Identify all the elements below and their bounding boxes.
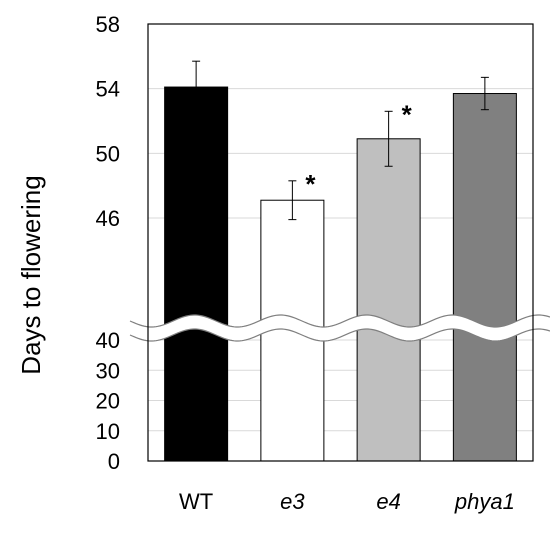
- y-tick-label: 40: [96, 328, 120, 353]
- y-tick-label: 0: [108, 449, 120, 474]
- plot-border: [147, 23, 534, 462]
- x-tick-label-WT: WT: [179, 489, 213, 514]
- significance-star-e3: *: [305, 169, 316, 199]
- y-tick-labels: 58 54 50 46 40 30 20 10 0: [96, 12, 120, 474]
- x-tick-label-phya1: phya1: [454, 489, 515, 514]
- y-tick-label: 50: [96, 141, 120, 166]
- y-tick-label: 10: [96, 419, 120, 444]
- plot-frame: [147, 23, 534, 462]
- y-axis-label: Days to flowering: [16, 175, 46, 374]
- error-bars: [192, 60, 489, 221]
- y-tick-label: 20: [96, 389, 120, 414]
- y-tick-label: 54: [96, 77, 120, 102]
- x-tick-label-e4: e4: [376, 489, 400, 514]
- significance-markers: **: [305, 99, 412, 199]
- bars: [164, 86, 517, 462]
- axis-break-line-top: [129, 314, 550, 328]
- y-tick-label: 46: [96, 206, 120, 231]
- bar-e4: [356, 138, 421, 462]
- bar-phya1: [452, 93, 517, 462]
- axis-break-line-bottom: [129, 328, 550, 342]
- x-tick-labels: WT e3 e4 phya1: [179, 489, 515, 514]
- y-tick-label: 30: [96, 358, 120, 383]
- axis-break-band: [130, 315, 550, 341]
- y-tick-label: 58: [96, 12, 120, 37]
- x-tick-label-e3: e3: [280, 489, 305, 514]
- significance-star-e4: *: [402, 99, 413, 129]
- axis-break: [129, 314, 550, 342]
- bar-WT: [164, 86, 229, 462]
